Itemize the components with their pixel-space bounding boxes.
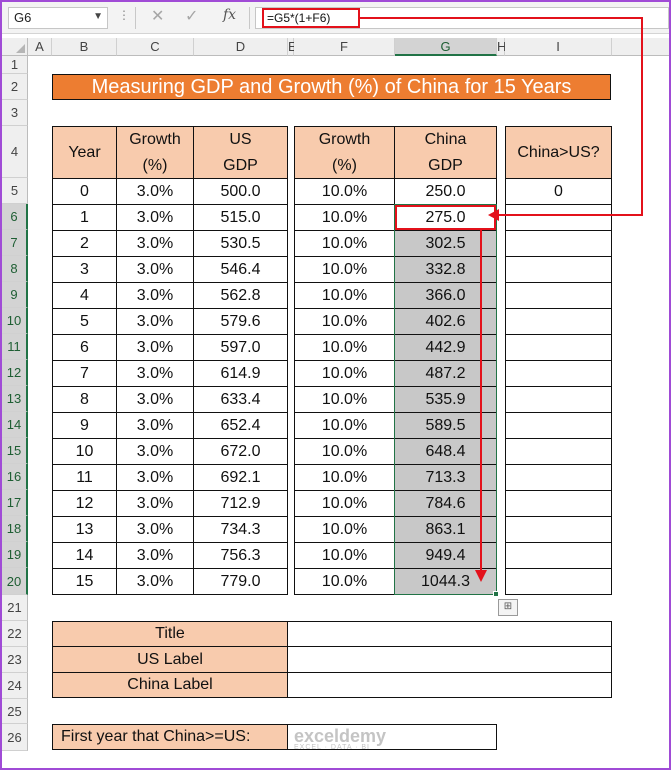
row-header-5[interactable]: 5 [2, 178, 28, 204]
row-header-24[interactable]: 24 [2, 673, 28, 699]
column-header-f[interactable]: F [294, 38, 395, 56]
chevron-down-icon[interactable]: ▼ [93, 11, 103, 22]
enter-icon[interactable]: ✓ [185, 6, 199, 25]
header-china-growth[interactable]: Growth (%) [294, 126, 395, 179]
row-header-13[interactable]: 13 [2, 386, 28, 412]
cell-cn-gdp[interactable]: 863.1 [394, 516, 497, 543]
first-year-value[interactable] [287, 724, 497, 750]
cancel-icon[interactable]: ✕ [151, 6, 165, 25]
header-text: US [229, 130, 252, 148]
row-header-25[interactable]: 25 [2, 699, 28, 724]
column-header-extra[interactable] [612, 38, 669, 56]
name-box[interactable]: G6 ▼ [8, 7, 108, 29]
label-china[interactable]: China Label [52, 672, 288, 698]
header-text: Growth [129, 130, 181, 148]
formula-text[interactable]: =G5*(1+F6) [262, 8, 360, 28]
formula-arrow-head [488, 209, 499, 221]
quick-analysis-icon[interactable]: ⊞ [498, 599, 518, 616]
row-header-17[interactable]: 17 [2, 490, 28, 516]
row-header-22[interactable]: 22 [2, 621, 28, 647]
column-header-d[interactable]: D [194, 38, 288, 56]
row-header-2[interactable]: 2 [2, 74, 28, 100]
header-text: GDP [428, 156, 463, 174]
column-header-b[interactable]: B [52, 38, 117, 56]
row-header-4[interactable]: 4 [2, 126, 28, 178]
row-header-15[interactable]: 15 [2, 438, 28, 464]
row-header-12[interactable]: 12 [2, 360, 28, 386]
row-header-11[interactable]: 11 [2, 334, 28, 360]
row-header-10[interactable]: 10 [2, 308, 28, 334]
row-header-19[interactable]: 19 [2, 542, 28, 568]
row-header-21[interactable]: 21 [2, 595, 28, 621]
cell-cn-gdp[interactable]: 949.4 [394, 542, 497, 569]
column-header-i[interactable]: I [505, 38, 612, 56]
fill-handle[interactable] [493, 591, 499, 597]
row-header-23[interactable]: 23 [2, 647, 28, 673]
row-header-1[interactable]: 1 [2, 56, 28, 74]
column-header-c[interactable]: C [117, 38, 194, 56]
cell-us-gdp[interactable]: 779.0 [193, 568, 288, 595]
exceldemy-logo: exceldemy EXCEL · DATA · BI [294, 726, 386, 751]
cell-cn-gdp[interactable]: 713.3 [394, 464, 497, 491]
cell-cn-gdp[interactable]: 332.8 [394, 256, 497, 283]
row-header-18[interactable]: 18 [2, 516, 28, 542]
name-box-value: G6 [14, 10, 32, 25]
cell-cn-gdp[interactable]: 302.5 [394, 230, 497, 257]
column-header-h[interactable]: H [497, 38, 507, 56]
column-header-e[interactable]: E [288, 38, 297, 56]
header-us-growth[interactable]: Growth (%) [116, 126, 194, 179]
header-us-gdp[interactable]: US GDP [193, 126, 288, 179]
first-year-label[interactable]: First year that China>=US: [52, 724, 288, 750]
row-header-16[interactable]: 16 [2, 464, 28, 490]
header-text: Growth [318, 130, 371, 148]
label-title[interactable]: Title [52, 621, 288, 647]
header-year[interactable]: Year [52, 126, 117, 179]
cell-cn-gdp[interactable]: 784.6 [394, 490, 497, 517]
header-text: China [424, 130, 467, 148]
sheet-title[interactable]: Measuring GDP and Growth (%) of China fo… [52, 74, 611, 100]
header-year-text: Year [68, 143, 101, 161]
logo-name: exceldemy [294, 726, 387, 746]
column-header-g[interactable]: G [395, 38, 497, 56]
header-text: GDP [223, 156, 258, 174]
header-china-gt-us[interactable]: China>US? [505, 126, 612, 179]
cell-cn-gdp[interactable]: 589.5 [394, 412, 497, 439]
fill-down-arrow-head [475, 570, 487, 582]
row-header-3[interactable]: 3 [2, 100, 28, 126]
cell-cn-gdp[interactable]: 275.0 [394, 204, 497, 231]
logo-tagline: EXCEL · DATA · BI [294, 744, 370, 751]
row-header-20[interactable]: 20 [2, 568, 28, 595]
row-header-9[interactable]: 9 [2, 282, 28, 308]
formula-pointer-line [360, 17, 643, 216]
select-all-corner[interactable] [2, 38, 28, 56]
formula-bar-divider [249, 7, 250, 29]
label-china-value[interactable] [287, 672, 612, 698]
more-options-icon[interactable]: ⋮ [118, 8, 130, 22]
cell-china-gt-us[interactable] [505, 568, 612, 595]
header-text: (%) [332, 156, 357, 174]
insert-function-icon[interactable]: fx [223, 7, 237, 23]
formula-bar-divider [135, 7, 136, 29]
header-text: China>US? [517, 143, 600, 161]
row-header-14[interactable]: 14 [2, 412, 28, 438]
column-header-a[interactable]: A [28, 38, 52, 56]
row-header-8[interactable]: 8 [2, 256, 28, 282]
row-header-6[interactable]: 6 [2, 204, 28, 230]
header-text: (%) [142, 156, 168, 174]
row-header-26[interactable]: 26 [2, 724, 28, 751]
row-header-7[interactable]: 7 [2, 230, 28, 256]
